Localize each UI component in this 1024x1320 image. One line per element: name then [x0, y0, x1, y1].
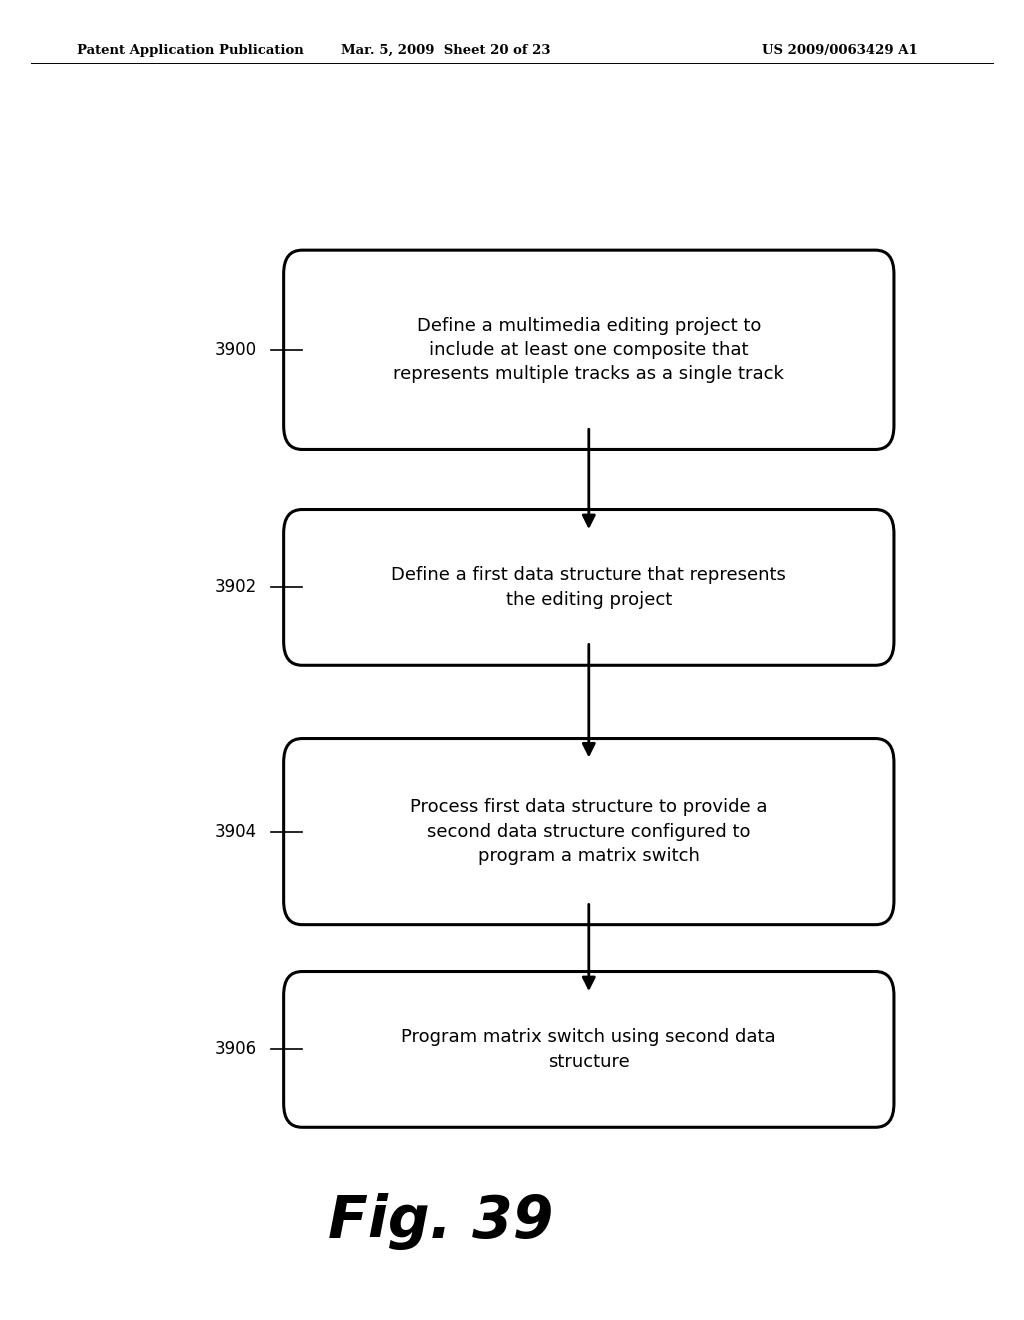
Text: Patent Application Publication: Patent Application Publication: [77, 44, 303, 57]
Text: 3904: 3904: [215, 822, 257, 841]
Text: Fig. 39: Fig. 39: [328, 1192, 553, 1250]
FancyBboxPatch shape: [284, 251, 894, 449]
Text: Define a multimedia editing project to
include at least one composite that
repre: Define a multimedia editing project to i…: [393, 317, 784, 383]
Text: Define a first data structure that represents
the editing project: Define a first data structure that repre…: [391, 566, 786, 609]
Text: Process first data structure to provide a
second data structure configured to
pr: Process first data structure to provide …: [410, 799, 768, 865]
FancyBboxPatch shape: [284, 739, 894, 924]
Text: 3906: 3906: [215, 1040, 257, 1059]
Text: US 2009/0063429 A1: US 2009/0063429 A1: [762, 44, 918, 57]
Text: 3902: 3902: [215, 578, 257, 597]
FancyBboxPatch shape: [284, 972, 894, 1127]
Text: Mar. 5, 2009  Sheet 20 of 23: Mar. 5, 2009 Sheet 20 of 23: [341, 44, 550, 57]
Text: Program matrix switch using second data
structure: Program matrix switch using second data …: [401, 1028, 776, 1071]
Text: 3900: 3900: [215, 341, 257, 359]
FancyBboxPatch shape: [284, 510, 894, 665]
